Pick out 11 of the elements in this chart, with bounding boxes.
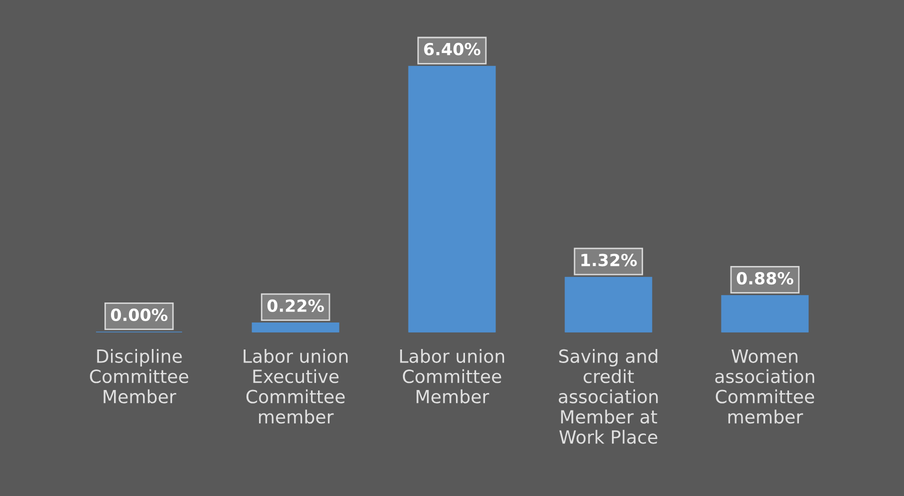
x-tick-label: Labor union Executive Committee member [244,348,348,424]
x-tick-label: Women association Committee member [715,350,814,424]
x-tick-label: Saving and credit association Member at Work Place [558,348,658,444]
data-label: 0.22% [267,299,324,312]
x-tick-label: Labor union Committee Member [400,348,504,404]
data-label: 6.40% [424,42,480,56]
bar [721,295,809,332]
data-label: 0.00% [110,308,168,322]
data-label: 0.88% [736,272,794,285]
x-tick-label: Discipline Committee Member [90,348,188,404]
data-label: 1.32% [581,254,637,266]
